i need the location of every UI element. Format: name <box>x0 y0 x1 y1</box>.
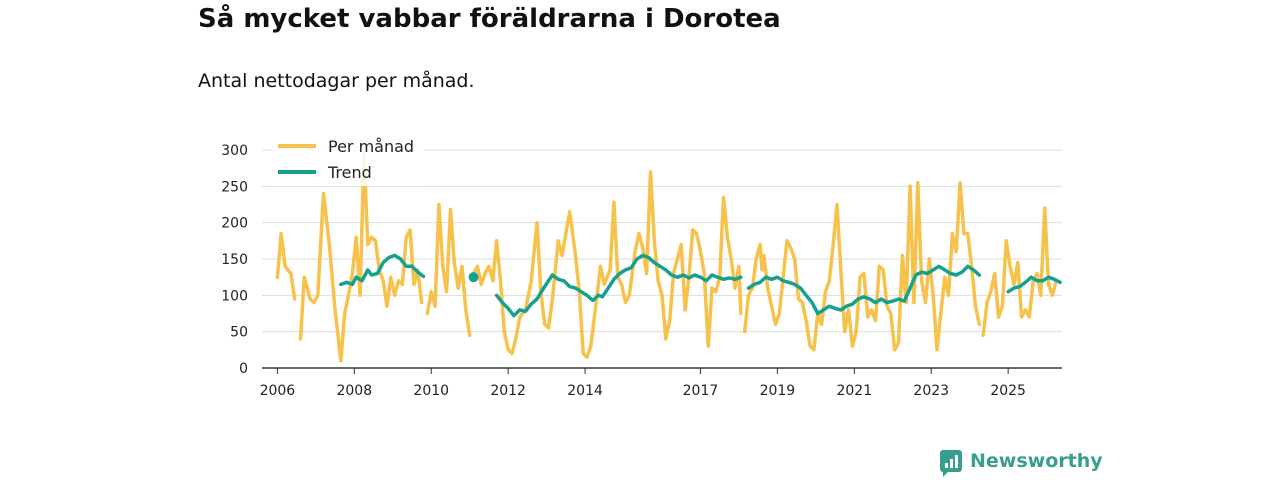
series-1-segment-3 <box>1006 275 1062 294</box>
y-tick-100: 100 <box>221 288 248 304</box>
series-0-segment-1 <box>298 151 424 363</box>
legend-label-0: Per månad <box>328 137 414 156</box>
series-1-point-0 <box>468 272 479 283</box>
y-tick-50: 50 <box>230 325 248 341</box>
x-tick-2006: 2006 <box>260 383 296 399</box>
legend-label-1: Trend <box>327 163 372 182</box>
x-tick-2025: 2025 <box>990 383 1026 399</box>
series-1-segment-2 <box>746 264 982 316</box>
x-tick-2023: 2023 <box>913 383 949 399</box>
x-tick-2017: 2017 <box>683 383 719 399</box>
series-0-segment-3 <box>471 170 743 359</box>
brand-name: Newsworthy <box>970 450 1103 472</box>
newsworthy-icon <box>940 450 962 477</box>
y-tick-250: 250 <box>221 179 248 195</box>
chart-subtitle: Antal nettodagar per månad. <box>198 70 475 92</box>
legend: Per månad Trend <box>272 132 424 186</box>
series-1-segment-1 <box>494 253 743 318</box>
y-tick-labels: 0 50 100 150 200 250 300 <box>221 143 248 377</box>
series-0-segment-4 <box>742 180 982 352</box>
x-tick-2019: 2019 <box>760 383 796 399</box>
series-0-segment-2 <box>425 202 472 338</box>
x-tick-2008: 2008 <box>336 383 372 399</box>
legend-background <box>272 132 424 186</box>
series <box>275 151 1062 363</box>
y-tick-300: 300 <box>221 143 248 159</box>
x-tick-2021: 2021 <box>836 383 872 399</box>
x-tick-2014: 2014 <box>567 383 603 399</box>
x-tick-2012: 2012 <box>490 383 526 399</box>
x-tick-2010: 2010 <box>413 383 449 399</box>
newsworthy-logo: Newsworthy <box>940 450 1103 477</box>
series-0-segment-0 <box>275 231 297 301</box>
x-tick-labels: 2006 2008 2010 2012 2014 2017 2019 2021 2023 2025 <box>260 368 1026 399</box>
y-tick-200: 200 <box>221 216 248 232</box>
y-tick-150: 150 <box>221 252 248 268</box>
chart-title: Så mycket vabbar föräldrarna i Dorotea <box>198 4 781 34</box>
y-tick-0: 0 <box>239 361 248 377</box>
series-0-segment-5 <box>981 206 1058 338</box>
series-1-segment-0 <box>339 253 426 287</box>
